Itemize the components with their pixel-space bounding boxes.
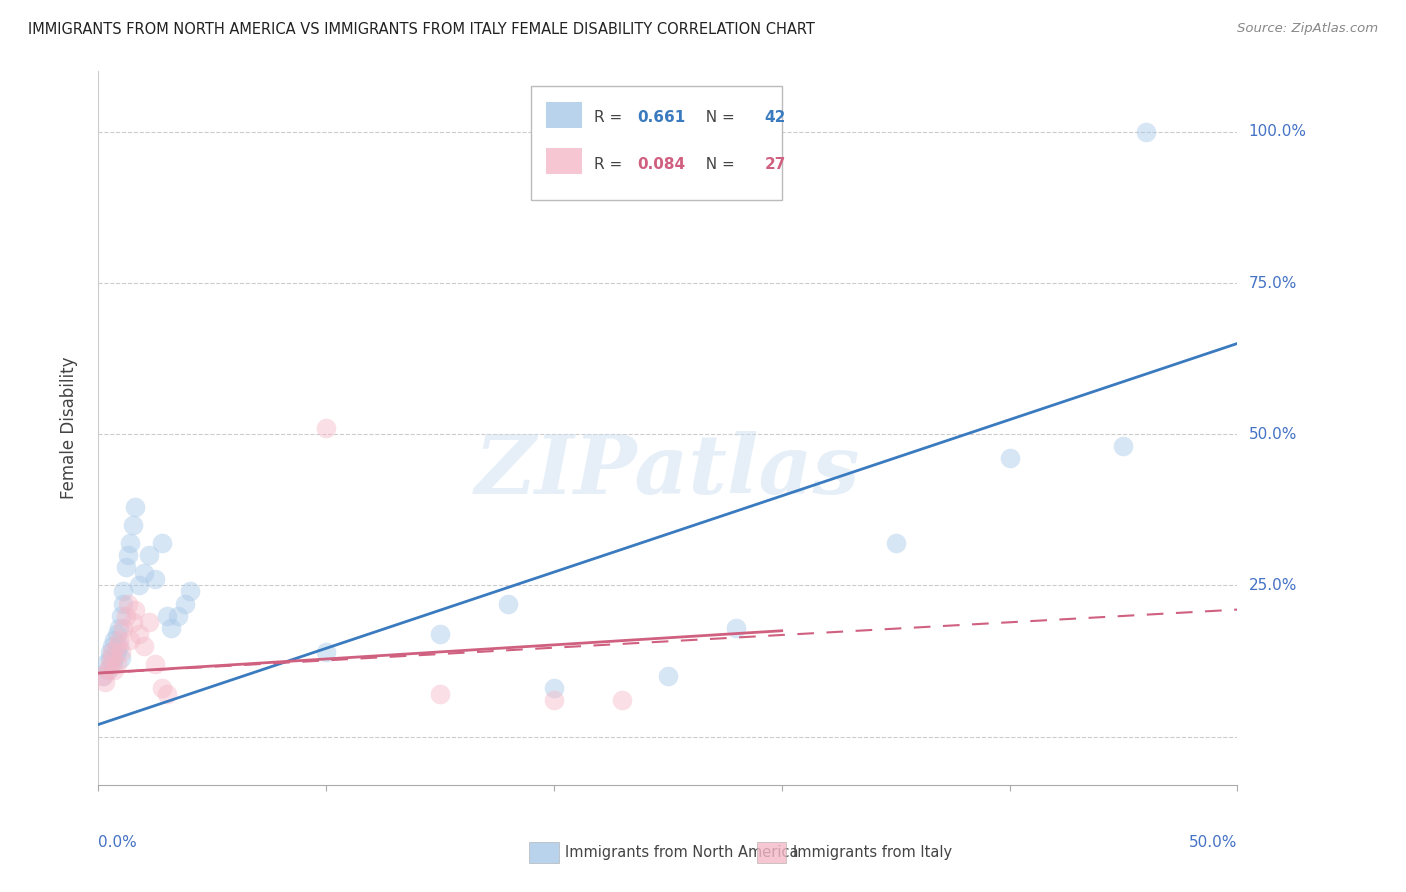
Point <box>108 639 131 653</box>
Text: 50.0%: 50.0% <box>1189 835 1237 850</box>
Text: 25.0%: 25.0% <box>1249 578 1298 593</box>
Point <box>101 645 124 659</box>
Text: R =: R = <box>593 157 627 171</box>
Point <box>121 517 143 532</box>
Point <box>91 669 114 683</box>
Point <box>98 651 121 665</box>
Point <box>156 687 179 701</box>
Point <box>725 621 748 635</box>
Point <box>117 548 139 562</box>
Text: 0.0%: 0.0% <box>98 835 138 850</box>
Text: 100.0%: 100.0% <box>1249 124 1306 139</box>
Point <box>114 608 136 623</box>
Point <box>128 627 150 641</box>
Point <box>150 681 173 696</box>
Text: 0.661: 0.661 <box>637 111 685 125</box>
Point <box>1135 125 1157 139</box>
Point <box>101 651 124 665</box>
Point <box>150 536 173 550</box>
FancyBboxPatch shape <box>546 102 582 128</box>
Point <box>429 687 451 701</box>
Point <box>110 645 132 659</box>
Text: 27: 27 <box>765 157 786 171</box>
Point <box>105 657 128 671</box>
Point <box>96 663 118 677</box>
Point <box>179 584 201 599</box>
Point <box>120 536 142 550</box>
Point <box>94 675 117 690</box>
Point <box>91 669 114 683</box>
Text: R =: R = <box>593 111 627 125</box>
Point <box>101 639 124 653</box>
Point <box>112 597 135 611</box>
FancyBboxPatch shape <box>756 842 786 863</box>
Point <box>543 693 565 707</box>
Point <box>105 627 128 641</box>
Point <box>138 548 160 562</box>
Point <box>105 639 128 653</box>
Text: Immigrants from North America: Immigrants from North America <box>565 846 799 860</box>
Point <box>98 657 121 671</box>
Point <box>160 621 183 635</box>
Point <box>128 578 150 592</box>
FancyBboxPatch shape <box>529 842 558 863</box>
FancyBboxPatch shape <box>531 86 782 200</box>
Point <box>174 597 197 611</box>
Point <box>156 608 179 623</box>
Y-axis label: Female Disability: Female Disability <box>59 357 77 500</box>
Text: ZIPatlas: ZIPatlas <box>475 431 860 511</box>
Point <box>124 602 146 616</box>
Point <box>110 608 132 623</box>
Point <box>429 627 451 641</box>
Point <box>145 572 167 586</box>
Point <box>103 651 125 665</box>
Text: N =: N = <box>696 157 740 171</box>
Point <box>103 663 125 677</box>
Point <box>132 566 155 581</box>
Point <box>112 621 135 635</box>
Point <box>98 645 121 659</box>
Text: 75.0%: 75.0% <box>1249 276 1298 291</box>
Point <box>114 560 136 574</box>
Point <box>117 597 139 611</box>
Text: IMMIGRANTS FROM NORTH AMERICA VS IMMIGRANTS FROM ITALY FEMALE DISABILITY CORRELA: IMMIGRANTS FROM NORTH AMERICA VS IMMIGRA… <box>28 22 815 37</box>
Point <box>498 597 520 611</box>
Point <box>657 669 679 683</box>
Point <box>132 639 155 653</box>
Text: Immigrants from Italy: Immigrants from Italy <box>793 846 952 860</box>
Point <box>884 536 907 550</box>
FancyBboxPatch shape <box>546 148 582 174</box>
Point <box>612 693 634 707</box>
Point <box>112 584 135 599</box>
Point <box>120 632 142 647</box>
Point <box>167 608 190 623</box>
Point <box>1112 439 1135 453</box>
Point <box>543 681 565 696</box>
Point <box>121 615 143 629</box>
Point <box>315 645 337 659</box>
Point <box>315 421 337 435</box>
Text: 42: 42 <box>765 111 786 125</box>
Point <box>124 500 146 514</box>
Point <box>105 645 128 659</box>
Point <box>108 632 131 647</box>
Point <box>138 615 160 629</box>
Point <box>110 651 132 665</box>
Text: Source: ZipAtlas.com: Source: ZipAtlas.com <box>1237 22 1378 36</box>
Point <box>96 663 118 677</box>
Point <box>101 657 124 671</box>
Point <box>145 657 167 671</box>
Text: 50.0%: 50.0% <box>1249 426 1298 442</box>
Text: N =: N = <box>696 111 740 125</box>
Point <box>103 632 125 647</box>
Point <box>94 657 117 671</box>
Point <box>998 451 1021 466</box>
Text: 0.084: 0.084 <box>637 157 685 171</box>
Point <box>108 621 131 635</box>
